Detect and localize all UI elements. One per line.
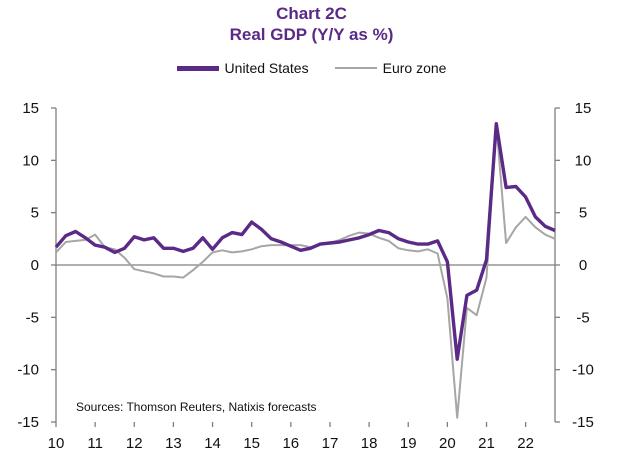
x-tick-label: 21 (478, 435, 495, 452)
legend-swatch-euro-zone (334, 67, 377, 69)
source-note: Sources: Thomson Reuters, Natixis foreca… (76, 400, 317, 414)
series-line-united-states (54, 121, 556, 361)
right-y-tick-label: -15 (572, 414, 594, 431)
right-y-tick-label: 15 (575, 100, 592, 117)
x-tick-label: 22 (517, 435, 534, 452)
legend-item-euro-zone: Euro zone (334, 60, 447, 76)
legend: United States Euro zone (0, 60, 623, 76)
series-line-euro-zone (55, 122, 556, 419)
x-tick-label: 19 (400, 435, 417, 452)
chart-subtitle: Real GDP (Y/Y as %) (229, 25, 394, 44)
left-y-tick-label: -10 (17, 362, 39, 379)
left-y-tick-label: 0 (31, 257, 39, 274)
x-tick-label: 10 (48, 435, 65, 452)
left-y-tick-label: -15 (17, 414, 39, 431)
x-tick-label: 13 (165, 435, 182, 452)
right-y-tick-label: 5 (579, 205, 587, 222)
legend-item-united-states: United States (176, 60, 309, 76)
x-tick-label: 17 (322, 435, 339, 452)
chart-title: Chart 2C (276, 4, 347, 23)
legend-label-united-states: United States (224, 60, 309, 76)
x-tick-label: 14 (204, 435, 221, 452)
legend-label-euro-zone: Euro zone (382, 60, 447, 76)
right-y-tick-label: -5 (576, 309, 589, 326)
x-tick-label: 20 (439, 435, 456, 452)
x-tick-label: 16 (282, 435, 299, 452)
right-y-tick-label: 0 (579, 257, 587, 274)
x-tick-label: 15 (243, 435, 260, 452)
x-tick-label: 18 (361, 435, 378, 452)
legend-swatch-united-states (176, 65, 219, 71)
x-tick-label: 11 (87, 435, 103, 452)
left-y-tick-label: 15 (22, 100, 39, 117)
x-tick-label: 12 (126, 435, 143, 452)
right-y-tick-label: 10 (575, 152, 592, 169)
left-y-tick-label: 10 (22, 152, 39, 169)
right-y-tick-label: -10 (572, 362, 594, 379)
left-y-tick-label: -5 (26, 309, 39, 326)
left-y-tick-label: 5 (31, 205, 39, 222)
